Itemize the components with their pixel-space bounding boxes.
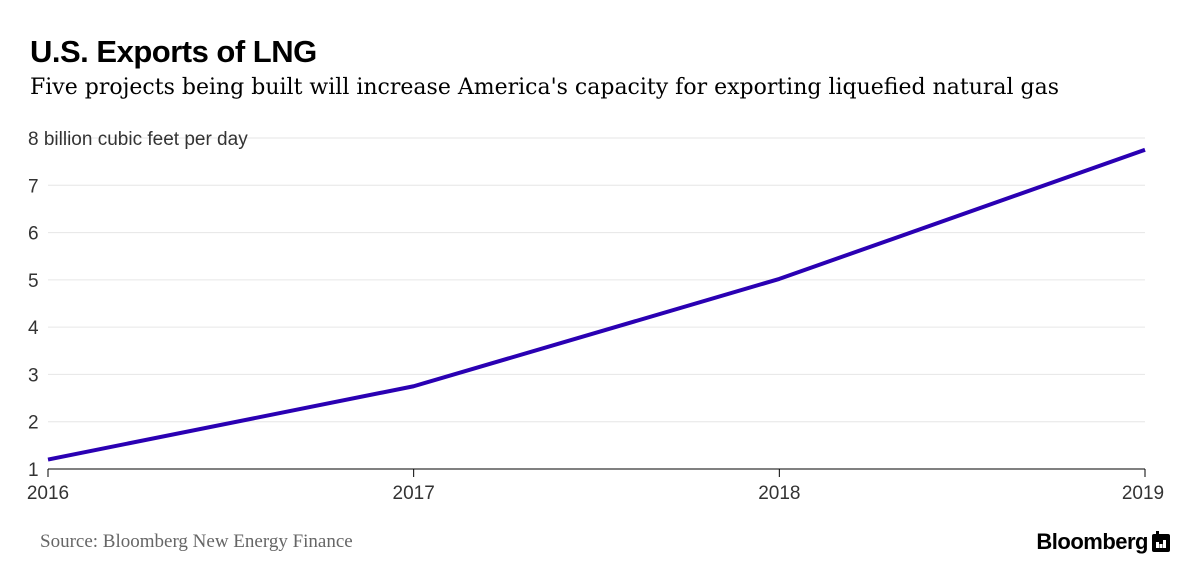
- chart-subtitle: Five projects being built will increase …: [30, 75, 1060, 100]
- source-note: Source: Bloomberg New Energy Finance: [40, 531, 353, 552]
- series-layer: [47, 147, 1146, 462]
- y-tick-label-3: 3: [28, 365, 39, 386]
- y-tick-label-6: 6: [28, 224, 39, 245]
- chart-title: U.S. Exports of LNG: [30, 34, 317, 69]
- y-tick-label-8: 8 billion cubic feet per day: [28, 129, 248, 150]
- y-tick-label-2: 2: [28, 413, 39, 434]
- y-tick-label-5: 5: [28, 271, 39, 292]
- brand-logo: Bloomberg: [1036, 529, 1148, 554]
- series-line-0: [47, 147, 1146, 462]
- y-tick-label-1: 1: [28, 460, 39, 481]
- x-tick-label-2017: 2017: [393, 483, 435, 504]
- x-tick-label-2016: 2016: [27, 483, 69, 504]
- y-tick-labels: 1 2 3 4 5 6 7 8 billion cubic feet per day: [28, 129, 248, 481]
- bloomberg-terminal-icon: [1152, 531, 1170, 552]
- x-axis: 2016 2017 2018 2019: [27, 468, 1164, 504]
- x-tick-label-2019: 2019: [1122, 483, 1164, 504]
- y-tick-label-7: 7: [28, 176, 39, 197]
- gridlines: [48, 137, 1145, 423]
- x-tick-label-2018: 2018: [758, 483, 800, 504]
- y-tick-label-4: 4: [28, 318, 39, 339]
